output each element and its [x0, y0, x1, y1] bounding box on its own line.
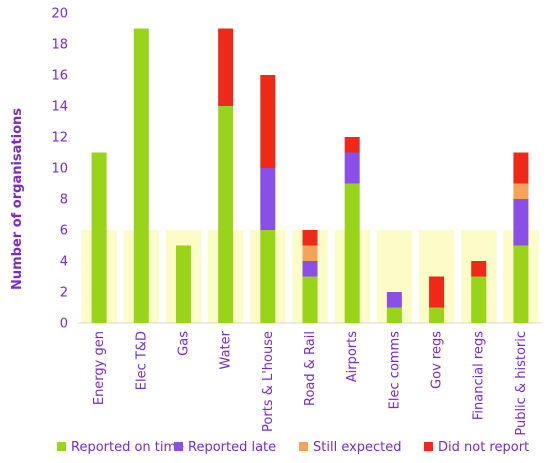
y-tick-label: 16 — [51, 69, 68, 84]
y-tick-label: 8 — [60, 193, 68, 208]
y-tick-label: 14 — [51, 100, 68, 115]
legend-swatch — [424, 442, 433, 451]
bar-segment — [344, 183, 360, 323]
bar-segment — [513, 183, 529, 199]
bar-segment — [133, 28, 149, 323]
legend-swatch — [174, 442, 183, 451]
bar-segment — [386, 292, 402, 308]
y-tick-label: 20 — [51, 7, 68, 22]
legend-swatch — [299, 442, 308, 451]
y-tick-label: 18 — [51, 38, 68, 53]
bar-segment — [260, 75, 276, 168]
bar-segment — [302, 261, 318, 277]
x-category-label: Airports — [345, 331, 360, 382]
bar-segment — [260, 168, 276, 230]
x-category-label: Financial regs — [472, 331, 487, 420]
bar-segment — [91, 152, 107, 323]
bar-segment — [302, 245, 318, 261]
x-category-label: Gov regs — [430, 331, 445, 389]
x-axis-category-labels: Energy gen Elec T&D Gas Water Ports & L'hous… — [92, 330, 529, 435]
legend-label: Did not report — [438, 440, 529, 455]
bar-segment — [513, 152, 529, 184]
bar-segment — [471, 261, 487, 277]
bar-segment — [175, 245, 191, 323]
bar-segment — [302, 230, 318, 246]
y-tick-label: 12 — [51, 131, 68, 146]
x-category-label: Elec T&D — [134, 331, 149, 390]
bar-segment — [302, 276, 318, 323]
bar-segment — [513, 245, 529, 323]
y-tick-label: 6 — [60, 224, 68, 239]
y-tick-label: 10 — [51, 162, 68, 177]
x-category-label: Public & historic — [514, 331, 529, 436]
y-tick-label: 2 — [60, 286, 68, 301]
y-tick-label: 4 — [60, 255, 68, 270]
legend-label: Reported late — [188, 440, 276, 455]
x-category-label: Gas — [176, 331, 191, 356]
x-category-label: Ports & L'house — [261, 331, 276, 432]
y-tick-label: 0 — [60, 317, 68, 332]
x-category-label: Elec comms — [387, 331, 402, 410]
bar-segment — [344, 152, 360, 184]
x-category-label: Energy gen — [92, 331, 107, 405]
legend: Reported on time Reported late Still expec… — [57, 440, 529, 455]
bar-segment — [386, 307, 402, 323]
legend-label: Still expected — [313, 440, 402, 455]
bar-segment — [344, 137, 360, 153]
legend-swatch — [57, 442, 66, 451]
bars-layer — [91, 28, 529, 323]
x-category-label: Road & Rail — [303, 331, 318, 406]
bar-segment — [513, 199, 529, 246]
bar-segment — [218, 106, 234, 323]
legend-label: Reported on time — [71, 440, 184, 455]
x-category-label: Water — [219, 330, 234, 369]
bar-segment — [218, 28, 234, 106]
bar-segment — [429, 276, 445, 308]
bar-segment — [429, 307, 445, 323]
bar-segment — [260, 230, 276, 323]
y-axis-title: Number of organisations — [10, 108, 25, 290]
bar-segment — [471, 276, 487, 323]
